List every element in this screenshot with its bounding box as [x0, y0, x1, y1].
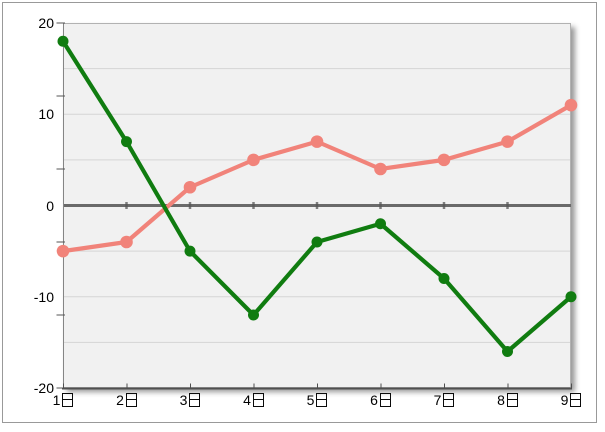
kanji-day-glyph [506, 393, 518, 407]
y-axis-label: -10 [33, 288, 54, 305]
x-axis-label: 8 [480, 391, 536, 409]
zero-line-tick [442, 202, 446, 209]
series-green-marker [311, 236, 323, 248]
x-axis-label: 5 [289, 391, 345, 409]
zero-line-tick [252, 202, 255, 209]
x-axis-label: 2 [99, 391, 155, 409]
series-green-marker [502, 346, 513, 357]
series-salmon-marker [437, 153, 451, 167]
zero-line-tick [506, 202, 509, 209]
series-salmon-marker [501, 135, 514, 148]
series-green-marker [57, 35, 69, 47]
x-axis-label: 4 [226, 391, 282, 409]
kanji-day-glyph [125, 393, 137, 407]
series-green-marker [565, 291, 577, 303]
kanji-day-glyph [189, 393, 201, 407]
x-axis-label: 6 [353, 391, 409, 409]
zero-line-tick [125, 202, 128, 209]
series-salmon-marker [247, 153, 260, 167]
y-axis-label: -20 [33, 380, 54, 396]
series-salmon-marker [56, 244, 70, 258]
series-green-marker [375, 218, 386, 230]
kanji-day-glyph [570, 393, 582, 407]
series-salmon-line [60, 103, 574, 254]
x-axis-label: 7 [416, 391, 472, 409]
x-axis-label: 9 [543, 391, 599, 409]
series-green-line [60, 39, 574, 354]
series-green-marker [248, 309, 259, 321]
series-salmon-marker [374, 162, 387, 176]
kanji-day-glyph [316, 393, 328, 407]
series-green-marker [438, 273, 450, 284]
series-salmon-marker [310, 135, 324, 148]
y-axis-label: 0 [46, 197, 54, 214]
series-green-marker [121, 136, 132, 148]
zero-line-tick [188, 202, 192, 209]
x-axis-label: 3 [162, 391, 218, 409]
zero-line-tick [379, 202, 382, 209]
y-axis-label: 10 [38, 106, 54, 123]
kanji-day-glyph [443, 393, 455, 407]
kanji-day-glyph [379, 393, 391, 407]
series-salmon-marker [183, 180, 197, 194]
y-axis-label: 20 [38, 15, 54, 31]
zero-line-tick [315, 202, 319, 209]
x-axis-label: 1 [35, 391, 91, 409]
series-green-marker [184, 245, 196, 257]
kanji-day-glyph [252, 393, 264, 407]
series-salmon-marker [120, 235, 133, 249]
kanji-day-glyph [62, 393, 74, 407]
series-salmon-marker [564, 98, 578, 112]
